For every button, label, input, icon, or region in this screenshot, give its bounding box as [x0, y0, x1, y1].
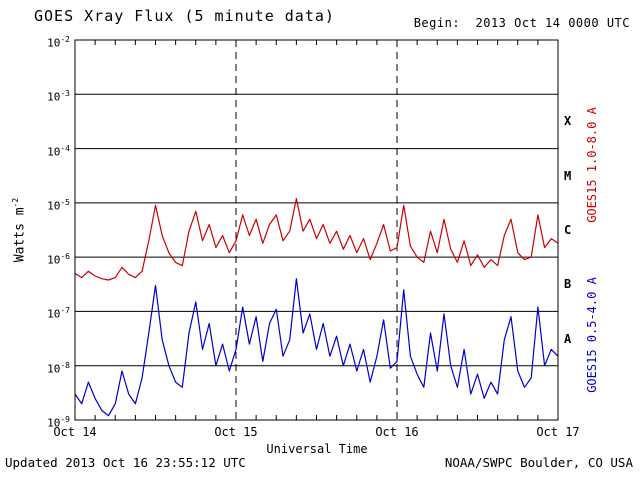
x-tick-label: Oct 14	[53, 425, 97, 439]
y-tick-label: 10-6	[47, 252, 70, 267]
updated-timestamp: Updated 2013 Oct 16 23:55:12 UTC	[5, 455, 246, 470]
series-label-goes15-long: GOES15 1.0-8.0 A	[585, 107, 599, 223]
series-label-goes15-short: GOES15 0.5-4.0 A	[585, 277, 599, 393]
flare-class-label-m: M	[564, 168, 572, 183]
grid-lines	[75, 40, 558, 420]
y-axis-title-exponent: -2	[11, 197, 20, 208]
y-tick-label: 10-3	[47, 89, 70, 104]
series-line-long	[74, 198, 559, 281]
y-tick-label: 10-4	[47, 143, 70, 159]
flare-class-label-x: X	[564, 114, 572, 129]
begin-timestamp: Begin: 2013 Oct 14 0000 UTC	[413, 16, 630, 30]
x-axis-title: Universal Time	[266, 442, 368, 456]
x-tick-label: Oct 16	[375, 425, 419, 439]
credit: NOAA/SWPC Boulder, CO USA	[444, 455, 633, 470]
flare-class-label-c: C	[564, 223, 572, 237]
y-tick-label: 10-9	[47, 415, 70, 430]
flare-class-label-b: B	[564, 277, 572, 292]
y-tick-label: 10-7	[47, 306, 70, 322]
minor-tick-marks	[94, 40, 539, 420]
plot-frame	[74, 39, 559, 421]
y-tick-label: 10-2	[47, 35, 70, 50]
series-line-short	[74, 278, 559, 417]
y-tick-label: 10-8	[47, 360, 70, 376]
y-tick-label: 10-5	[47, 197, 70, 213]
chart-title: GOES Xray Flux (5 minute data)	[34, 7, 335, 25]
flare-class-label-a: A	[564, 331, 572, 346]
x-tick-label: Oct 15	[214, 425, 258, 439]
x-tick-label: Oct 17	[536, 425, 580, 439]
y-axis-title: Watts m-2	[8, 170, 27, 290]
